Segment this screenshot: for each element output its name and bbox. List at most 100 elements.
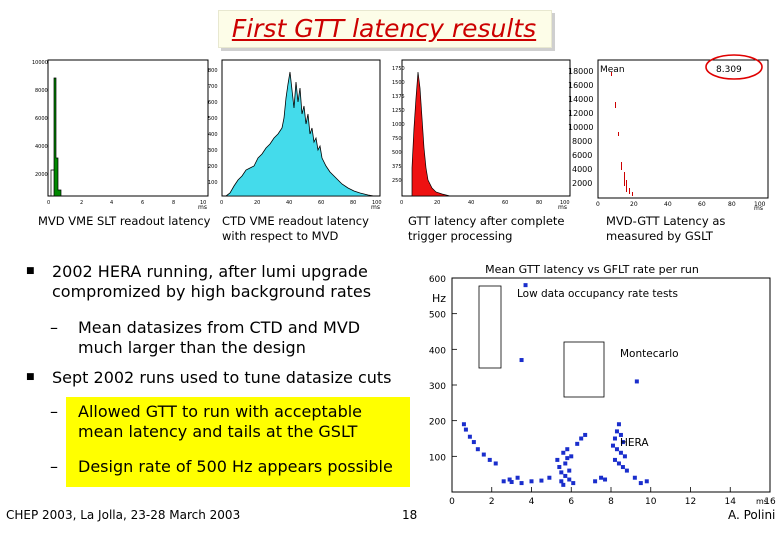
- scatter-ytick-label: 100: [429, 453, 446, 463]
- svg-text:750: 750: [392, 136, 402, 142]
- svg-text:600: 600: [208, 100, 218, 106]
- scatter-xtick-label: 14: [725, 497, 737, 507]
- gslt-stat-value: 8.309: [716, 65, 742, 75]
- svg-text:0: 0: [400, 200, 403, 206]
- svg-text:100: 100: [372, 200, 382, 206]
- svg-text:6000: 6000: [572, 151, 592, 160]
- highlight-box: [66, 397, 410, 487]
- caption-gtt-line2: trigger processing: [408, 229, 513, 243]
- caption-gtt-line1: GTT latency after complete: [408, 214, 565, 228]
- scatter-point: [638, 481, 643, 486]
- svg-text:14000: 14000: [568, 95, 593, 104]
- annotation-hera: HERA: [620, 437, 649, 449]
- svg-text:12000: 12000: [568, 109, 593, 118]
- gtt-axis-unit: ms: [558, 204, 567, 210]
- svg-text:700: 700: [208, 84, 218, 90]
- scatter-point: [471, 440, 476, 445]
- caption-slt: MVD VME SLT readout latency: [38, 214, 211, 228]
- scatter-title: Mean GTT latency vs GFLT rate per run: [485, 263, 699, 276]
- svg-text:1750: 1750: [392, 66, 405, 72]
- svg-text:1250: 1250: [392, 108, 405, 114]
- svg-text:1000: 1000: [392, 122, 405, 128]
- scatter-point: [624, 468, 629, 473]
- gslt-stat-label: Mean: [600, 65, 625, 75]
- svg-text:6: 6: [141, 200, 144, 206]
- svg-text:0: 0: [220, 200, 223, 206]
- slide-title: First GTT latency results: [231, 14, 537, 43]
- scatter-point: [461, 422, 466, 427]
- scatter-point: [567, 468, 572, 473]
- scatter-xtick-label: 12: [685, 497, 696, 507]
- svg-text:1375: 1375: [392, 94, 405, 100]
- svg-text:40: 40: [664, 201, 672, 208]
- svg-text:20: 20: [434, 200, 440, 206]
- svg-text:20: 20: [630, 201, 638, 208]
- annotation-low-occupancy: Low data occupancy rate tests: [517, 288, 678, 300]
- scatter-point: [610, 443, 615, 448]
- scatter-xtick-label: 10: [645, 497, 657, 507]
- scatter-point: [493, 461, 498, 466]
- svg-text:80: 80: [728, 201, 736, 208]
- scatter-point: [519, 358, 524, 363]
- svg-text:2000: 2000: [35, 172, 48, 178]
- svg-text:200: 200: [208, 164, 218, 170]
- scatter-point: [547, 475, 552, 480]
- scatter-point: [644, 479, 649, 484]
- svg-text:10: 10: [200, 200, 206, 206]
- svg-text:4000: 4000: [35, 144, 48, 150]
- svg-text:6000: 6000: [35, 116, 48, 122]
- svg-text:40: 40: [286, 200, 292, 206]
- subbullet-2-line1: Allowed GTT to run with acceptable: [78, 402, 363, 421]
- svg-text:800: 800: [208, 68, 218, 74]
- bullet-1-line1: 2002 HERA running, after lumi upgrade: [52, 262, 368, 281]
- bullet-2: Sept 2002 runs used to tune datasize cut…: [52, 368, 392, 387]
- gslt-axis-unit: ms: [754, 205, 763, 210]
- scatter-point: [612, 436, 617, 441]
- scatter-point: [620, 440, 625, 445]
- scatter-ylabel: Hz: [432, 292, 446, 305]
- scatter-point: [559, 470, 564, 475]
- svg-text:400: 400: [208, 132, 218, 138]
- dash-icon: –: [50, 402, 58, 421]
- bullet-square-icon: ■: [26, 372, 35, 382]
- scatter-xtick-label: 2: [489, 497, 495, 507]
- gslt-histogram: 18000 16000 14000 12000 10000 8000 6000 4000 2…: [568, 54, 769, 210]
- svg-text:60: 60: [318, 200, 324, 206]
- subbullet-2-line2: mean latency and tails at the GSLT: [78, 422, 358, 441]
- scatter-ytick-label: 300: [429, 382, 446, 392]
- svg-text:60: 60: [698, 201, 706, 208]
- scatter-point: [571, 481, 576, 486]
- ctd-axis-unit: ms: [371, 204, 380, 210]
- svg-text:60: 60: [502, 200, 508, 206]
- scatter-point: [463, 427, 468, 432]
- scatter-point: [565, 447, 570, 452]
- scatter-point: [583, 432, 588, 437]
- scatter-point: [593, 479, 598, 484]
- scatter-point: [618, 450, 623, 455]
- svg-text:2000: 2000: [572, 179, 592, 188]
- scatter-xtick-label: 0: [449, 497, 455, 507]
- scatter-point: [565, 456, 570, 461]
- scatter-point: [475, 447, 480, 452]
- svg-text:250: 250: [392, 178, 402, 184]
- scatter-point: [561, 450, 566, 455]
- annotation-montecarlo: Montecarlo: [620, 348, 679, 360]
- subbullet-1-line1: Mean datasizes from CTD and MVD: [78, 318, 361, 337]
- scatter-point: [614, 447, 619, 452]
- caption-ctd-line2: with respect to MVD: [222, 229, 339, 243]
- gtt-histogram: 1750 1500 1375 1250 1000 750 500 375 250 0 20 40…: [392, 59, 571, 210]
- scatter-point: [616, 422, 621, 427]
- svg-text:18000: 18000: [568, 67, 593, 76]
- svg-text:8000: 8000: [35, 88, 48, 94]
- scatter-xlabel: ms: [756, 497, 768, 506]
- scatter-ytick-label: 400: [429, 346, 446, 356]
- scatter-point: [614, 429, 619, 434]
- svg-text:20: 20: [254, 200, 260, 206]
- montecarlo-box: [563, 341, 605, 398]
- scatter-ytick-label: 500: [429, 311, 446, 321]
- svg-text:8000: 8000: [572, 137, 592, 146]
- dash-icon: –: [50, 318, 58, 337]
- scatter-point: [481, 452, 486, 457]
- title-box: [218, 10, 552, 48]
- caption-gslt-line1: MVD-GTT Latency as: [606, 214, 726, 228]
